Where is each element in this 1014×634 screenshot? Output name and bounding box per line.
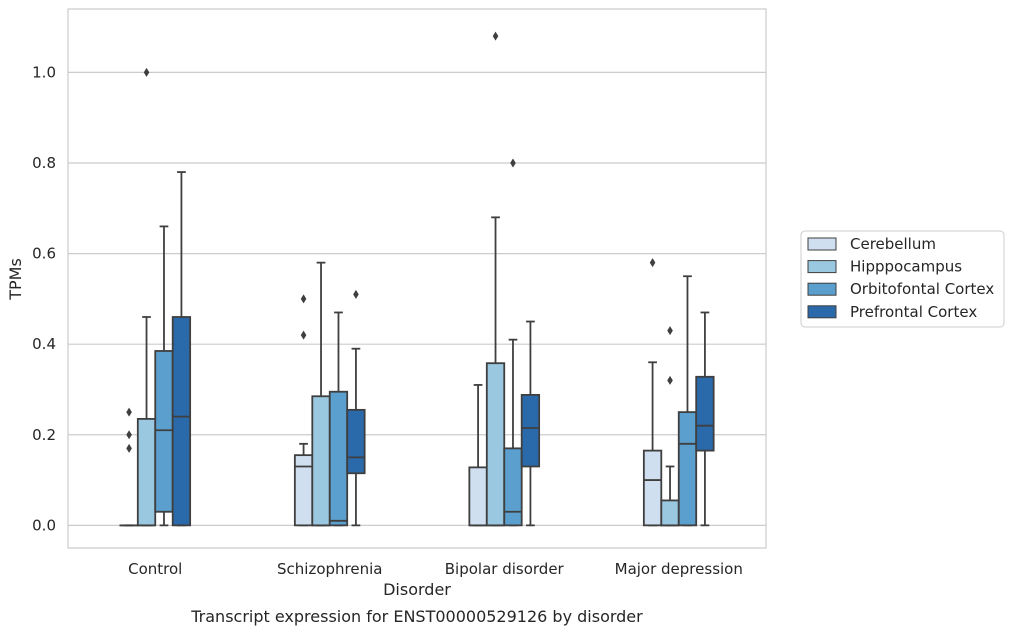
y-tick-label: 0.4	[32, 335, 56, 353]
iqr-box	[660, 499, 680, 527]
box-prefrontal-cortex	[346, 289, 366, 527]
iqr-box	[136, 418, 157, 527]
y-tick-label: 0.0	[32, 516, 56, 534]
outlier-point	[649, 258, 656, 268]
legend-frame	[800, 230, 1005, 328]
iqr-box	[346, 408, 366, 475]
box-orbitofontal-cortex	[154, 225, 174, 527]
legend-swatch	[807, 305, 837, 319]
outlier-point	[300, 330, 307, 340]
legend: Cerebellum Hipppocampus Orbitofontal Corte…	[800, 230, 1005, 328]
y-tick-label: 0.8	[32, 154, 56, 172]
outlier-point	[143, 67, 150, 77]
y-tick-label: 1.0	[32, 63, 56, 81]
iqr-box	[695, 375, 715, 452]
x-tick-label: Control	[128, 560, 182, 578]
box-cerebellum	[468, 384, 488, 527]
x-tick-label: Schizophrenia	[277, 560, 382, 578]
box-groups	[119, 31, 715, 527]
x-tick-label: Bipolar disorder	[445, 560, 565, 578]
outlier-point	[126, 407, 132, 417]
outlier-point	[353, 289, 359, 299]
box-orbitofontal-cortex	[328, 311, 349, 527]
box-orbitofontal-cortex	[677, 275, 698, 527]
x-tick-label: Major depression	[615, 560, 743, 578]
iqr-box	[154, 350, 174, 513]
x-tick-labels: Control Schizophrenia Bipolar disorder Majo…	[128, 560, 743, 578]
box-hipppocampus	[136, 67, 157, 527]
outlier-point	[126, 443, 132, 453]
iqr-box	[520, 394, 541, 468]
figure-caption: Transcript expression for ENST0000052912…	[190, 607, 643, 626]
iqr-box	[311, 395, 331, 527]
box-prefrontal-cortex	[520, 320, 541, 527]
x-axis-label: Disorder	[383, 580, 451, 599]
y-tick-labels: 0.0 0.2 0.4 0.6 0.8 1.0	[32, 63, 56, 534]
legend-entry: Orbitofontal Cortex	[850, 280, 994, 298]
iqr-box	[677, 411, 698, 527]
box-hipppocampus	[660, 326, 680, 527]
iqr-box	[328, 390, 349, 527]
legend-swatch	[807, 237, 837, 251]
iqr-box	[503, 447, 523, 527]
outlier-point	[510, 158, 516, 168]
iqr-box	[642, 449, 663, 527]
legend-swatch	[807, 282, 837, 296]
legend-entry: Cerebellum	[850, 235, 936, 253]
box-prefrontal-cortex	[695, 311, 715, 527]
box-cerebellum	[293, 294, 314, 527]
outlier-point	[126, 430, 132, 440]
box-orbitofontal-cortex	[503, 158, 523, 527]
outlier-point	[667, 375, 673, 385]
y-tick-label: 0.6	[32, 245, 56, 263]
legend-entry: Hipppocampus	[850, 258, 962, 276]
iqr-box	[171, 316, 192, 527]
outlier-point	[300, 294, 307, 304]
legend-swatch	[807, 260, 837, 274]
outlier-point	[667, 326, 673, 336]
box-cerebellum	[642, 258, 663, 527]
iqr-box	[468, 466, 488, 527]
box-prefrontal-cortex	[171, 171, 192, 527]
legend-entry: Prefrontal Cortex	[850, 303, 977, 321]
box-hipppocampus	[311, 261, 331, 527]
outlier-point	[492, 31, 499, 41]
y-tick-label: 0.2	[32, 426, 56, 444]
box-cerebellum	[119, 407, 139, 527]
y-axis-label: TPMs	[6, 258, 25, 301]
iqr-box	[485, 362, 506, 527]
plot-area-frame	[67, 8, 767, 549]
box-hipppocampus	[485, 31, 506, 527]
